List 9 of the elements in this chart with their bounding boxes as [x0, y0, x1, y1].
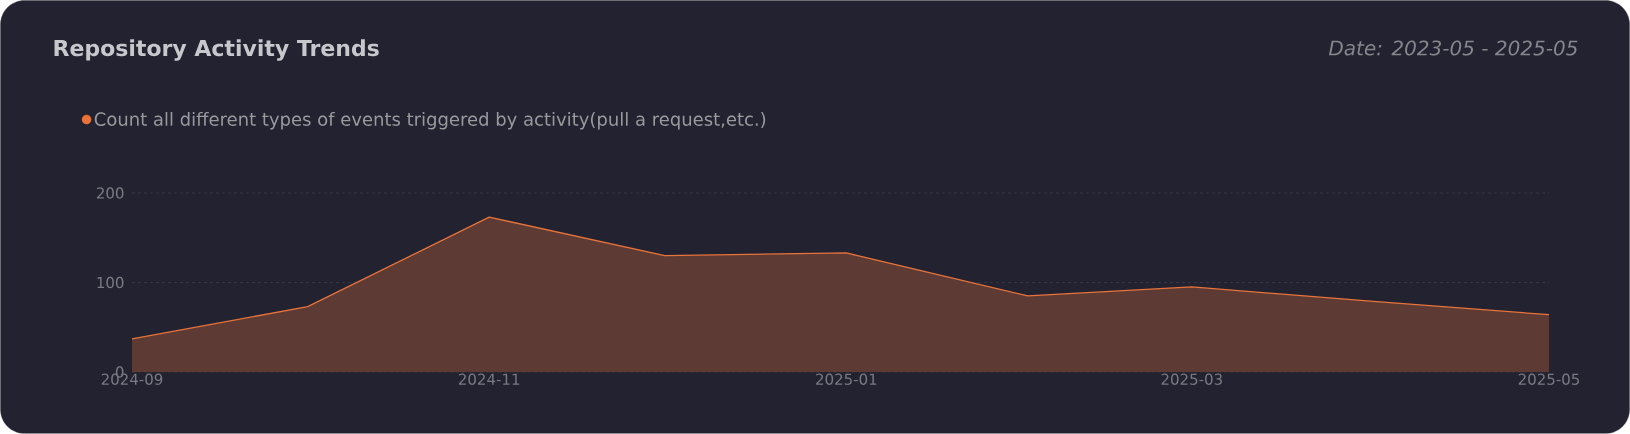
x-tick-label: 2025-05: [1518, 373, 1579, 385]
chart-subtitle: Date: 2023-05 - 2025-05: [1328, 40, 1578, 56]
chart-title: Repository Activity Trends: [54, 39, 379, 61]
x-tick-label: 2025-03: [1161, 373, 1222, 385]
legend-label: Count all different types of events triggered by activity(pull a request,etc.): [94, 112, 766, 130]
y-tick-label: 100: [97, 276, 124, 289]
x-tick-label: 2025-01: [816, 373, 877, 385]
x-tick-label: 2024-11: [458, 373, 520, 385]
y-tick-label: 200: [96, 187, 124, 199]
